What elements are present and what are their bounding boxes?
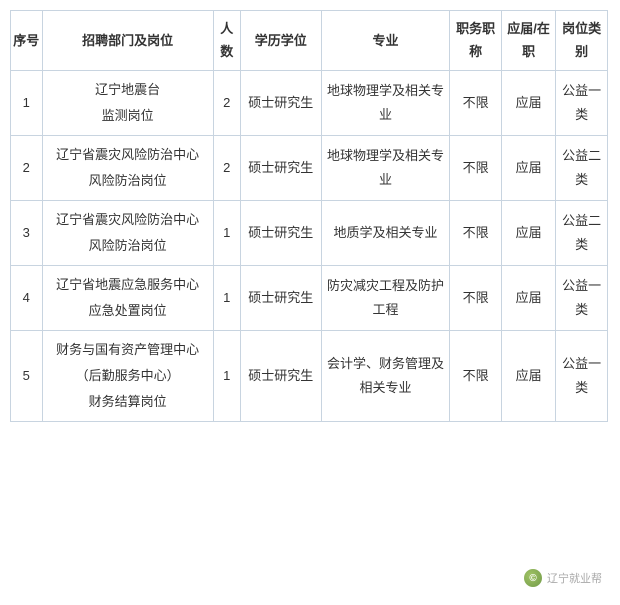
cell-edu: 硕士研究生 bbox=[240, 330, 321, 421]
cell-title: 不限 bbox=[450, 330, 502, 421]
col-header-seq: 序号 bbox=[11, 11, 43, 71]
cell-title: 不限 bbox=[450, 70, 502, 135]
cell-major: 防灾减灾工程及防护工程 bbox=[321, 265, 449, 330]
cell-count: 1 bbox=[213, 200, 240, 265]
col-header-grad: 应届/在职 bbox=[502, 11, 556, 71]
cell-seq: 2 bbox=[11, 135, 43, 200]
cell-dept: 辽宁省地震应急服务中心应急处置岗位 bbox=[42, 265, 213, 330]
table-row: 2辽宁省震灾风险防治中心风险防治岗位2硕士研究生地球物理学及相关专业不限应届公益… bbox=[11, 135, 608, 200]
cell-grad: 应届 bbox=[502, 70, 556, 135]
col-header-dept: 招聘部门及岗位 bbox=[42, 11, 213, 71]
col-header-type: 岗位类别 bbox=[556, 11, 608, 71]
cell-type: 公益二类 bbox=[556, 135, 608, 200]
cell-seq: 4 bbox=[11, 265, 43, 330]
cell-dept: 辽宁地震台监测岗位 bbox=[42, 70, 213, 135]
cell-major: 地球物理学及相关专业 bbox=[321, 70, 449, 135]
cell-dept: 财务与国有资产管理中心（后勤服务中心）财务结算岗位 bbox=[42, 330, 213, 421]
table-row: 5财务与国有资产管理中心（后勤服务中心）财务结算岗位1硕士研究生会计学、财务管理… bbox=[11, 330, 608, 421]
cell-type: 公益二类 bbox=[556, 200, 608, 265]
cell-count: 2 bbox=[213, 135, 240, 200]
cell-grad: 应届 bbox=[502, 135, 556, 200]
recruitment-table: 序号 招聘部门及岗位 人数 学历学位 专业 职务职称 应届/在职 岗位类别 1辽… bbox=[10, 10, 608, 422]
col-header-edu: 学历学位 bbox=[240, 11, 321, 71]
col-header-major: 专业 bbox=[321, 11, 449, 71]
cell-grad: 应届 bbox=[502, 200, 556, 265]
table-row: 4辽宁省地震应急服务中心应急处置岗位1硕士研究生防灾减灾工程及防护工程不限应届公… bbox=[11, 265, 608, 330]
cell-edu: 硕士研究生 bbox=[240, 265, 321, 330]
cell-seq: 5 bbox=[11, 330, 43, 421]
cell-count: 2 bbox=[213, 70, 240, 135]
col-header-count: 人数 bbox=[213, 11, 240, 71]
cell-seq: 3 bbox=[11, 200, 43, 265]
cell-type: 公益一类 bbox=[556, 330, 608, 421]
cell-seq: 1 bbox=[11, 70, 43, 135]
cell-dept: 辽宁省震灾风险防治中心风险防治岗位 bbox=[42, 135, 213, 200]
cell-count: 1 bbox=[213, 330, 240, 421]
cell-grad: 应届 bbox=[502, 330, 556, 421]
cell-title: 不限 bbox=[450, 265, 502, 330]
cell-title: 不限 bbox=[450, 135, 502, 200]
cell-type: 公益一类 bbox=[556, 265, 608, 330]
cell-type: 公益一类 bbox=[556, 70, 608, 135]
wechat-icon: © bbox=[524, 569, 542, 587]
watermark: © 辽宁就业帮 bbox=[524, 569, 602, 587]
cell-edu: 硕士研究生 bbox=[240, 135, 321, 200]
cell-count: 1 bbox=[213, 265, 240, 330]
cell-edu: 硕士研究生 bbox=[240, 200, 321, 265]
cell-major: 会计学、财务管理及相关专业 bbox=[321, 330, 449, 421]
table-row: 3辽宁省震灾风险防治中心风险防治岗位1硕士研究生地质学及相关专业不限应届公益二类 bbox=[11, 200, 608, 265]
cell-grad: 应届 bbox=[502, 265, 556, 330]
table-row: 1辽宁地震台监测岗位2硕士研究生地球物理学及相关专业不限应届公益一类 bbox=[11, 70, 608, 135]
cell-major: 地球物理学及相关专业 bbox=[321, 135, 449, 200]
table-body: 1辽宁地震台监测岗位2硕士研究生地球物理学及相关专业不限应届公益一类2辽宁省震灾… bbox=[11, 70, 608, 421]
cell-title: 不限 bbox=[450, 200, 502, 265]
table-header-row: 序号 招聘部门及岗位 人数 学历学位 专业 职务职称 应届/在职 岗位类别 bbox=[11, 11, 608, 71]
watermark-text: 辽宁就业帮 bbox=[547, 570, 602, 586]
cell-major: 地质学及相关专业 bbox=[321, 200, 449, 265]
cell-dept: 辽宁省震灾风险防治中心风险防治岗位 bbox=[42, 200, 213, 265]
cell-edu: 硕士研究生 bbox=[240, 70, 321, 135]
col-header-title: 职务职称 bbox=[450, 11, 502, 71]
